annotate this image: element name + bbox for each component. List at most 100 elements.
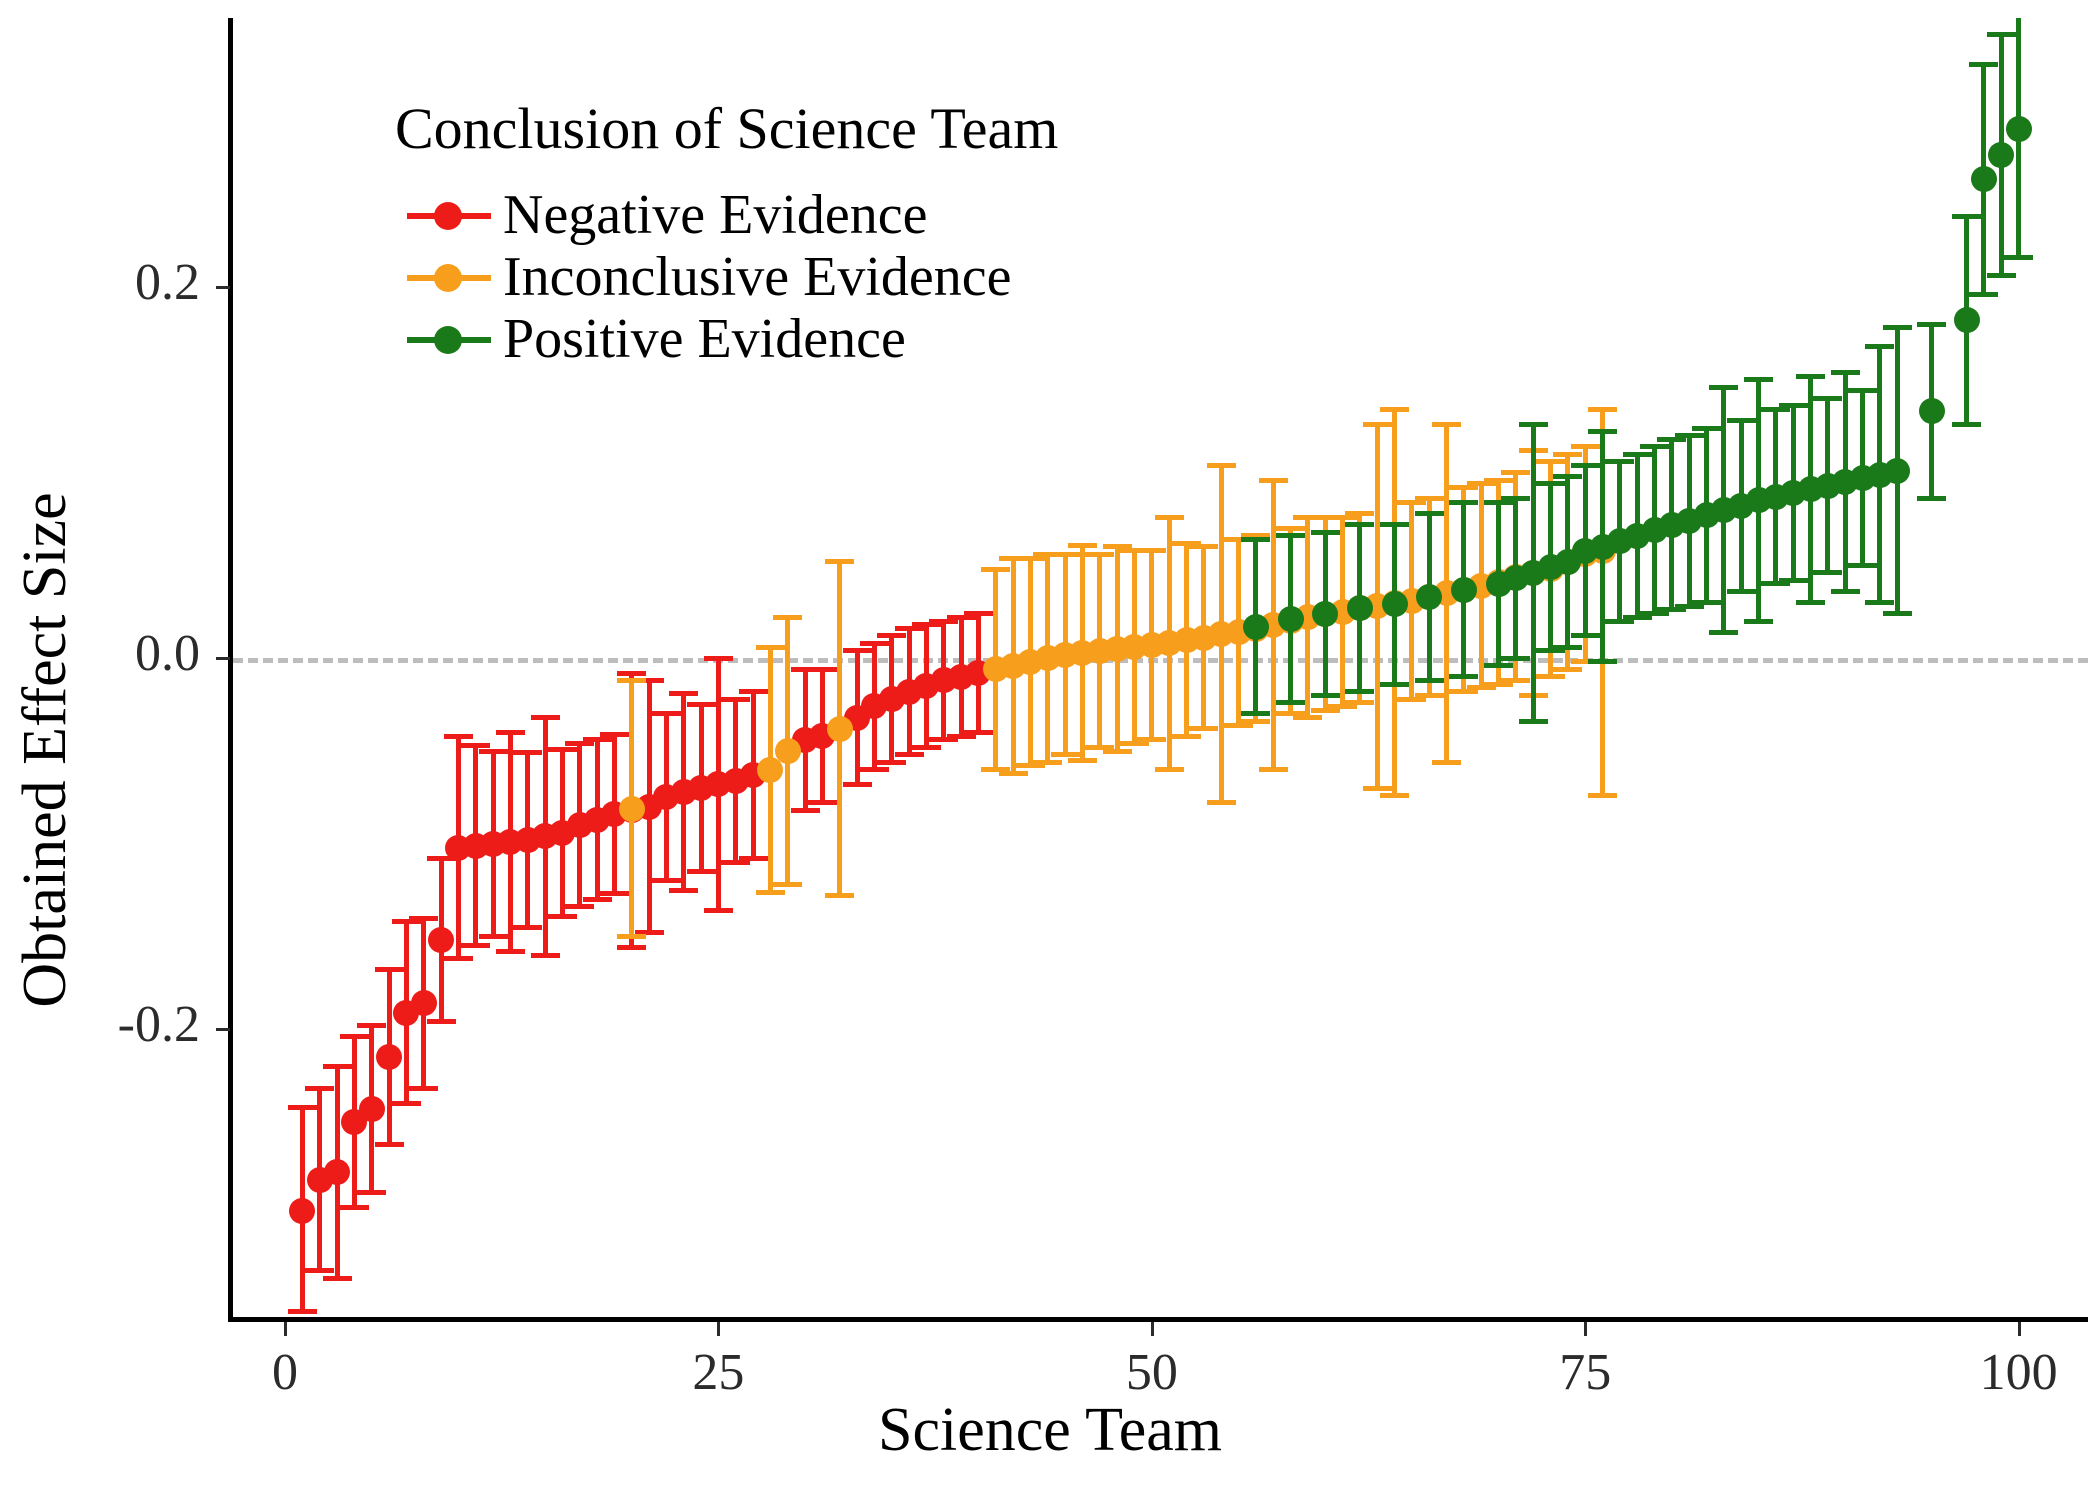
data-point [1416, 583, 1443, 610]
error-bar-cap [1380, 793, 1410, 799]
error-bar-cap [1345, 700, 1375, 706]
data-point [1450, 576, 1477, 603]
error-bar-cap [1345, 522, 1375, 528]
legend-item-2[interactable]: Positive Evidence [395, 308, 1058, 370]
error-bar-cap [1397, 696, 1427, 702]
error-bar-cap [426, 1019, 456, 1025]
error-bar-cap [1640, 611, 1670, 617]
error-bar-cap [686, 702, 716, 708]
error-bar-cap [1536, 459, 1566, 465]
y-tick-mark [216, 657, 230, 661]
y-tick-label: -0.2 [117, 996, 200, 1054]
error-bar-cap [547, 746, 577, 752]
error-bar-cap [703, 655, 733, 661]
error-bar-cap [599, 891, 629, 897]
error-bar-cap [1241, 533, 1271, 539]
legend-item-label: Positive Evidence [503, 308, 906, 370]
data-point [2005, 116, 2032, 143]
error-bar-cap [443, 733, 473, 739]
error-bar-cap [1588, 407, 1618, 413]
legend-item-1[interactable]: Inconclusive Evidence [395, 246, 1058, 308]
error-bar-cap [1345, 510, 1375, 516]
error-bar-cap [1640, 444, 1670, 450]
error-bar-cap [1258, 767, 1288, 773]
data-point [324, 1159, 351, 1186]
error-bar-cap [634, 677, 664, 683]
data-point [428, 927, 455, 954]
error-bar-cap [426, 856, 456, 862]
data-point [358, 1096, 385, 1123]
error-bar-cap [1380, 522, 1410, 528]
error-bar-cap [755, 644, 785, 650]
error-bar-cap [1276, 525, 1306, 531]
error-bar-cap [1536, 674, 1566, 680]
error-bar-cap [1518, 718, 1548, 724]
data-point [1884, 457, 1911, 484]
error-bar-cap [1206, 800, 1236, 806]
error-bar-cap [894, 626, 924, 632]
zero-reference-line [233, 658, 2088, 664]
error-bar-cap [1137, 737, 1167, 743]
error-bar-cap [1518, 421, 1548, 427]
error-bar-cap [1570, 444, 1600, 450]
error-bar-cap [582, 896, 612, 902]
data-point [410, 990, 437, 1017]
x-axis-line [228, 1317, 2088, 1322]
error-bar-cap [1969, 292, 1999, 297]
error-bar-cap [963, 611, 993, 617]
data-point [289, 1198, 316, 1225]
y-tick-mark [216, 1028, 230, 1032]
error-bar-cap [1241, 711, 1271, 717]
error-bar-cap [1119, 548, 1149, 554]
error-bar-cap [1241, 536, 1271, 542]
error-bar-cap [1536, 481, 1566, 487]
error-bar-cap [1726, 418, 1756, 424]
error-bar-cap [1050, 752, 1080, 758]
error-bar-cap [1414, 677, 1444, 683]
error-bar-cap [1796, 600, 1826, 606]
error-bar-cap [1882, 325, 1912, 331]
error-bar-cap [1449, 484, 1479, 490]
error-bar-cap [1154, 767, 1184, 773]
error-bar-cap [1449, 689, 1479, 695]
error-bar-cap [877, 759, 907, 765]
error-bar-cap [1362, 421, 1392, 427]
error-bar-cap [1085, 551, 1115, 557]
error-bar-cap [1015, 555, 1045, 561]
error-bar-cap [1328, 703, 1358, 709]
error-bar-cap [1865, 343, 1895, 349]
error-bar-cap [1709, 629, 1739, 635]
error-bar-cap [1432, 421, 1462, 427]
error-bar-cap [894, 752, 924, 758]
error-bar-cap [1657, 607, 1687, 613]
error-bar-cap [1154, 514, 1184, 520]
error-bar-cap [1778, 403, 1808, 409]
error-bar-cap [825, 893, 855, 899]
error-bar-cap [825, 559, 855, 565]
error-bar-cap [1050, 551, 1080, 557]
error-bar-cap [1328, 514, 1358, 520]
error-bar-cap [1622, 614, 1652, 620]
error-bar-cap [1674, 603, 1704, 609]
x-tick-mark [2017, 1322, 2021, 1336]
data-point [376, 1044, 403, 1071]
error-bar-cap [530, 715, 560, 721]
error-bar-cap [305, 1086, 335, 1092]
legend-item-0[interactable]: Negative Evidence [395, 184, 1058, 246]
error-bar-cap [617, 945, 647, 951]
error-bar-cap [998, 770, 1028, 776]
error-bar-cap [495, 948, 525, 954]
error-bar-cap [1761, 407, 1791, 413]
data-point [618, 795, 645, 822]
error-bar-cap [1293, 514, 1323, 520]
error-bar-cap [1553, 473, 1583, 479]
error-bar-cap [2004, 254, 2034, 260]
error-bar-cap [1570, 659, 1600, 665]
error-bar-cap [1882, 611, 1912, 617]
error-bar-cap [807, 800, 837, 806]
error-bar-cap [1172, 733, 1201, 739]
data-point [1988, 142, 2015, 169]
error-bar-cap [963, 729, 993, 735]
error-bar-cap [357, 1023, 387, 1029]
error-bar-cap [1102, 748, 1132, 754]
